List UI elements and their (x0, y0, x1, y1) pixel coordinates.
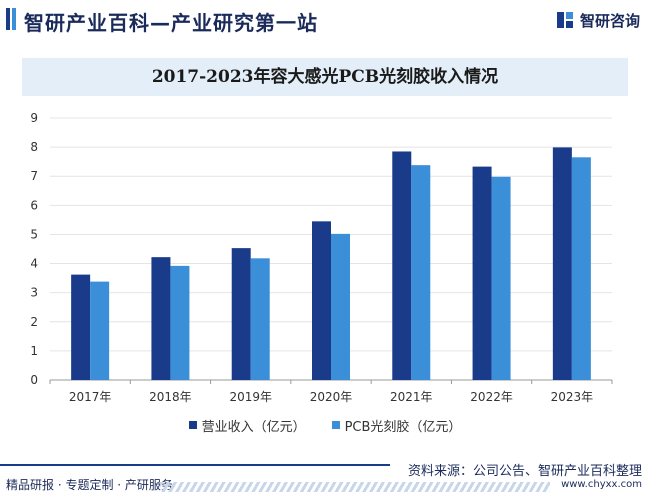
bar-pcb (250, 258, 270, 380)
bar-pcb (170, 265, 190, 380)
y-tick-label: 6 (30, 198, 38, 212)
y-tick-label: 2 (30, 315, 38, 329)
bar-revenue (71, 274, 91, 380)
legend-label-pcb: PCB光刻胶（亿元） (344, 419, 462, 435)
y-tick-label: 9 (30, 111, 38, 125)
footer-tagline: 精品研报 · 专题定制 · 产研服务 (6, 478, 173, 492)
bar-pcb (331, 233, 350, 380)
brand-logo-icon (556, 12, 573, 28)
y-tick-label: 7 (30, 169, 38, 183)
legend-label-revenue: 营业收入（亿元） (201, 419, 306, 435)
bar-pcb (571, 157, 591, 380)
header-accent-bar (6, 8, 10, 30)
x-tick-label: 2017年 (69, 390, 112, 404)
legend-swatch-revenue (188, 421, 197, 429)
x-tick-label: 2021年 (390, 390, 433, 404)
y-tick-label: 8 (30, 140, 38, 154)
x-tick-label: 2019年 (229, 390, 272, 404)
y-tick-label: 3 (30, 286, 38, 300)
bar-revenue (552, 147, 572, 380)
bar-pcb (90, 281, 110, 380)
bar-revenue (392, 151, 412, 380)
header-title: 智研产业百科—产业研究第一站 (24, 11, 318, 35)
legend-item-pcb: PCB光刻胶（亿元） (331, 416, 462, 435)
x-tick-label: 2018年 (149, 390, 192, 404)
bar-revenue (472, 166, 492, 380)
bar-pcb (411, 165, 431, 380)
y-tick-label: 5 (30, 227, 38, 241)
bar-revenue (151, 257, 171, 380)
footer-source: 资料来源：公司公告、智研产业百科整理 (407, 464, 642, 479)
y-tick-label: 1 (30, 344, 38, 358)
footer-url: www.chyxx.com (561, 479, 642, 490)
x-tick-label: 2020年 (310, 390, 353, 404)
bar-chart: 0 1 2 3 4 5 6 7 8 9 2017年 2018年 2019年 2020年 2021年 2022年… (30, 111, 613, 404)
brand-logo-text: 智研咨询 (579, 11, 640, 30)
x-tick-label: 2023年 (551, 390, 594, 404)
chart-title-box: 2017-2023年容大感光PCB光刻胶收入情况 (22, 58, 628, 96)
legend-swatch-pcb (331, 421, 340, 429)
header-accent-bar-light (12, 8, 16, 30)
page-header: 智研产业百科—产业研究第一站 智研咨询 (0, 0, 650, 40)
footer-divider (0, 464, 390, 466)
bar-pcb (491, 176, 511, 380)
bar-revenue (312, 221, 331, 380)
y-tick-label: 4 (30, 257, 38, 271)
legend-item-revenue: 营业收入（亿元） (188, 416, 306, 435)
brand-logo: 智研咨询 (556, 9, 640, 31)
x-tick-label: 2022年 (470, 390, 513, 404)
chart-title: 2017-2023年容大感光PCB光刻胶收入情况 (151, 67, 499, 87)
y-tick-label: 0 (30, 373, 38, 387)
bar-revenue (231, 248, 251, 380)
footer-decorative-stripes (160, 482, 550, 492)
chart-legend: 营业收入（亿元） PCB光刻胶（亿元） (0, 414, 650, 436)
